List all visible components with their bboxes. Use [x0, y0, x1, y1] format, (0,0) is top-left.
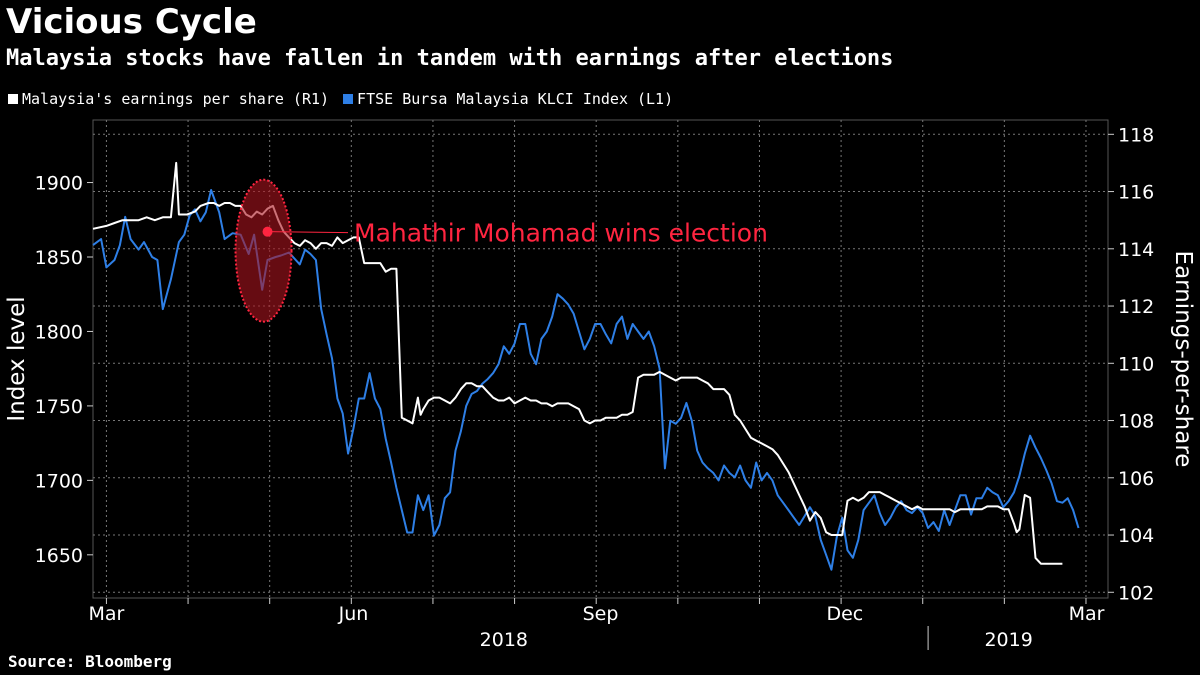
x-tick-label: Mar	[88, 603, 124, 625]
x-tick-label: Dec	[826, 603, 863, 625]
left-axis-title: Index level	[4, 296, 30, 421]
right-tick-label: 106	[1118, 468, 1154, 490]
plot-frame	[92, 119, 1109, 599]
election-highlight-ellipse	[234, 178, 293, 323]
right-tick-label: 116	[1118, 182, 1154, 204]
right-tick-label: 104	[1118, 525, 1154, 547]
legend: Malaysia's earnings per share (R1) FTSE …	[8, 90, 687, 108]
axes: 102 104 106 108 110 112 114 116 118 1650 1700 1750 1…	[4, 124, 1196, 651]
right-tick-label: 108	[1118, 411, 1154, 433]
year-label: 2019	[984, 629, 1032, 651]
left-tick-label: 1850	[35, 247, 83, 269]
annotation-label: Mahathir Mohamad wins election	[354, 219, 768, 248]
source-note: Source: Bloomberg	[8, 652, 172, 671]
right-tick-label: 112	[1118, 296, 1154, 318]
legend-label-klci: FTSE Bursa Malaysia KLCI Index (L1)	[357, 90, 674, 108]
year-label: 2018	[480, 629, 528, 651]
legend-label-eps: Malaysia's earnings per share (R1)	[22, 90, 330, 108]
legend-item-eps: Malaysia's earnings per share (R1)	[8, 90, 329, 108]
left-tick-label: 1700	[35, 470, 83, 492]
x-tick-label: Sep	[583, 603, 619, 625]
right-tick-label: 102	[1118, 582, 1154, 604]
left-tick-label: 1800	[35, 321, 83, 343]
gridlines	[93, 120, 1108, 598]
legend-swatch-klci	[343, 94, 354, 104]
right-tick-label: 110	[1118, 353, 1154, 375]
chart-subtitle: Malaysia stocks have fallen in tandem wi…	[6, 46, 894, 71]
legend-swatch-eps	[8, 94, 18, 104]
annotation-leader-line	[267, 231, 349, 234]
right-tick-label: 118	[1118, 124, 1154, 146]
right-axis-title: Earnings-per-share	[1170, 251, 1196, 468]
left-tick-label: 1900	[35, 173, 83, 195]
left-tick-label: 1750	[35, 396, 83, 418]
right-tick-label: 114	[1118, 239, 1154, 261]
left-tick-label: 1650	[35, 545, 83, 567]
legend-item-klci: FTSE Bursa Malaysia KLCI Index (L1)	[343, 90, 673, 108]
chart-title: Vicious Cycle	[6, 2, 257, 42]
x-tick-label: Mar	[1069, 603, 1105, 625]
annotation-layer: Mahathir Mohamad wins election	[234, 178, 768, 323]
x-tick-label: Jun	[338, 603, 369, 625]
